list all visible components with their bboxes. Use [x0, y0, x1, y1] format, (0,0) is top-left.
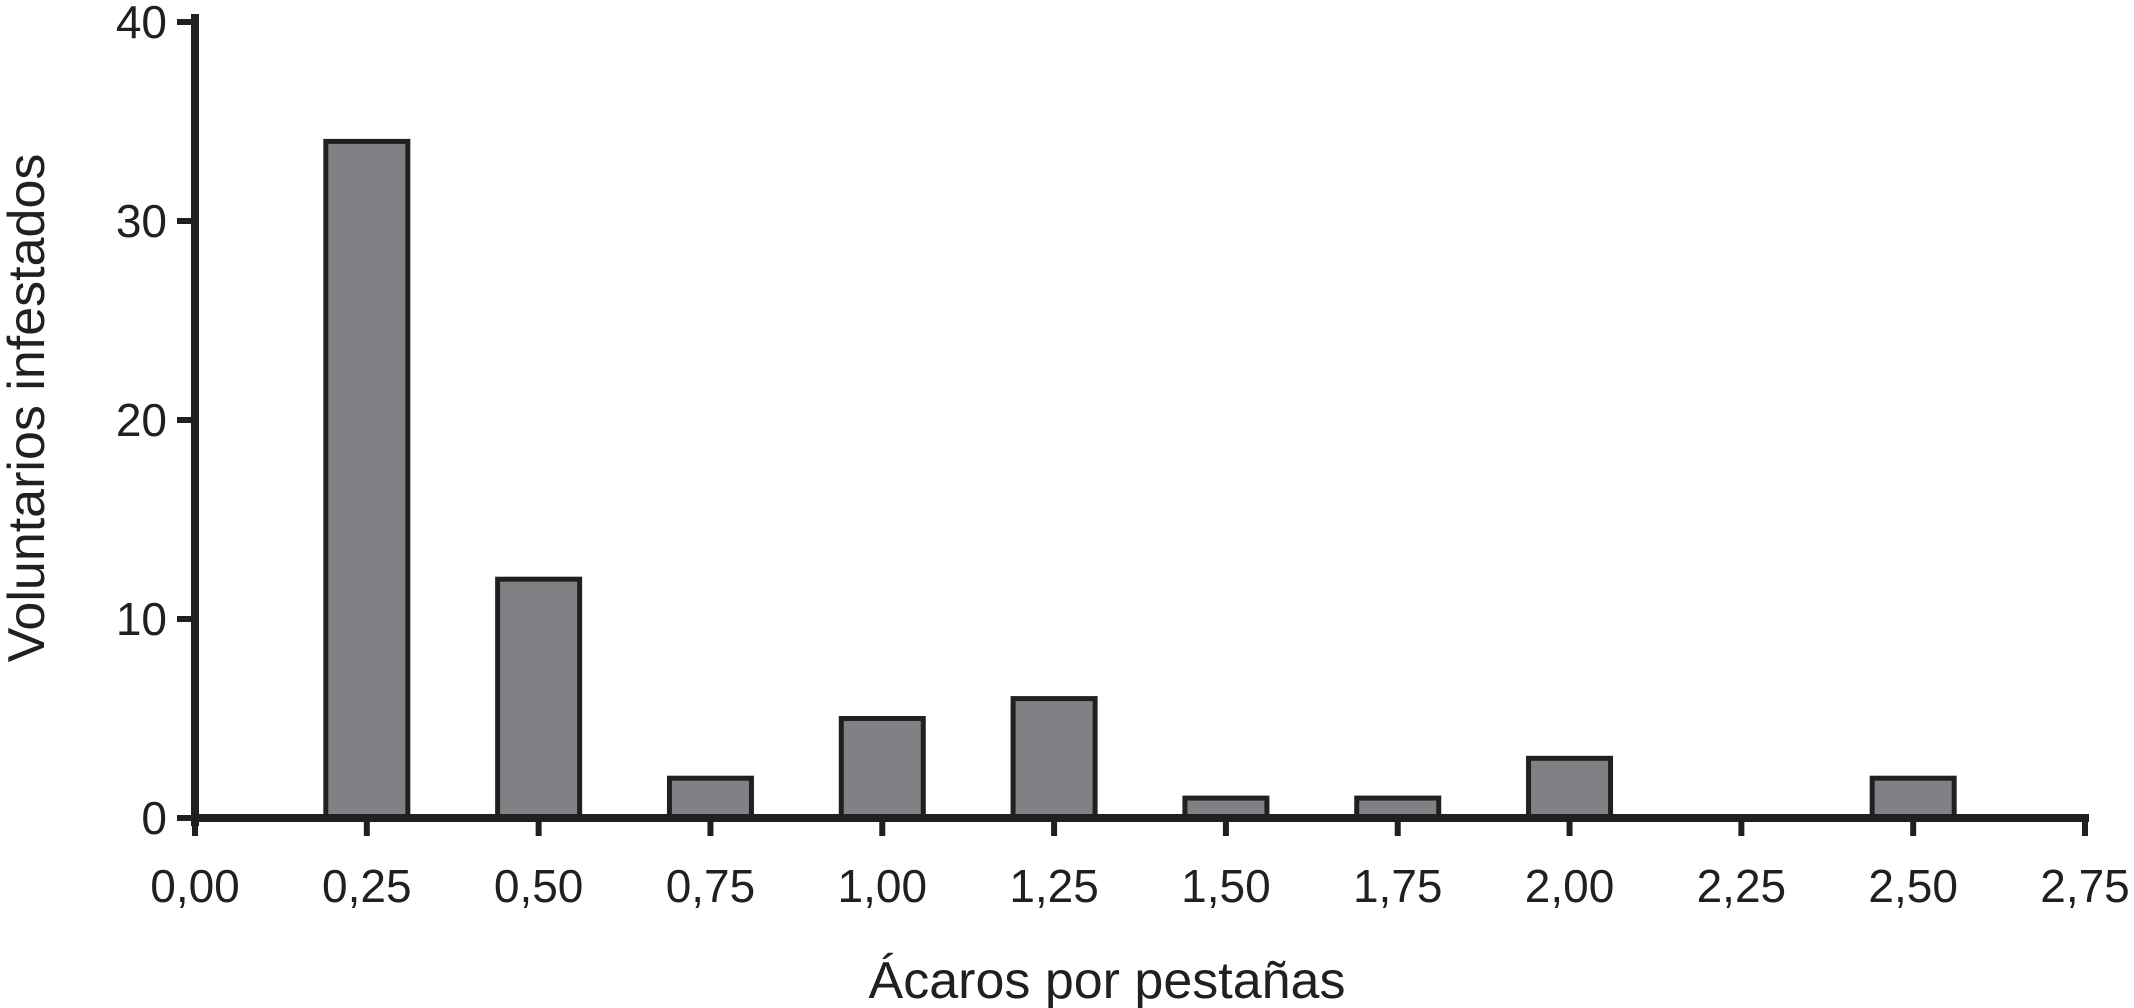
- x-tick-label-9: 2,25: [1697, 860, 1787, 912]
- x-tick-label-0: 0,00: [150, 860, 240, 912]
- ticks-layer: 0 10 20 30 40 0,00 0,25 0,50 0,75 1,00 1,25 1,50 1,7…: [116, 0, 2130, 912]
- bar-3: [838, 716, 926, 821]
- x-axis-title: Ácaros por pestañas: [869, 952, 1346, 1008]
- x-tick-label-7: 1,75: [1353, 860, 1443, 912]
- x-tick-label-8: 2,00: [1525, 860, 1615, 912]
- x-tick-label-1: 0,25: [322, 860, 412, 912]
- x-tick-label-2: 0,50: [494, 860, 584, 912]
- bar-9: [1869, 775, 1957, 821]
- y-tick-label-1: 10: [116, 593, 167, 645]
- axes-layer: [191, 14, 2089, 826]
- bar-1: [495, 576, 583, 821]
- y-tick-label-4: 40: [116, 0, 167, 48]
- x-tick-label-4: 1,00: [838, 860, 928, 912]
- bar-2: [666, 775, 754, 821]
- x-tick-label-3: 0,75: [666, 860, 756, 912]
- x-tick-label-5: 1,25: [1009, 860, 1099, 912]
- y-axis-title: Voluntarios infestados: [0, 154, 56, 663]
- bar-7: [1526, 755, 1614, 821]
- bar-4: [1010, 696, 1098, 821]
- bar-0: [323, 138, 411, 821]
- x-tick-label-10: 2,50: [1868, 860, 1958, 912]
- x-tick-label-6: 1,50: [1181, 860, 1271, 912]
- y-tick-label-2: 20: [116, 394, 167, 446]
- bars-layer: [323, 138, 1957, 821]
- y-tick-label-3: 30: [116, 195, 167, 247]
- y-tick-label-0: 0: [141, 792, 167, 844]
- x-tick-label-11: 2,75: [2040, 860, 2130, 912]
